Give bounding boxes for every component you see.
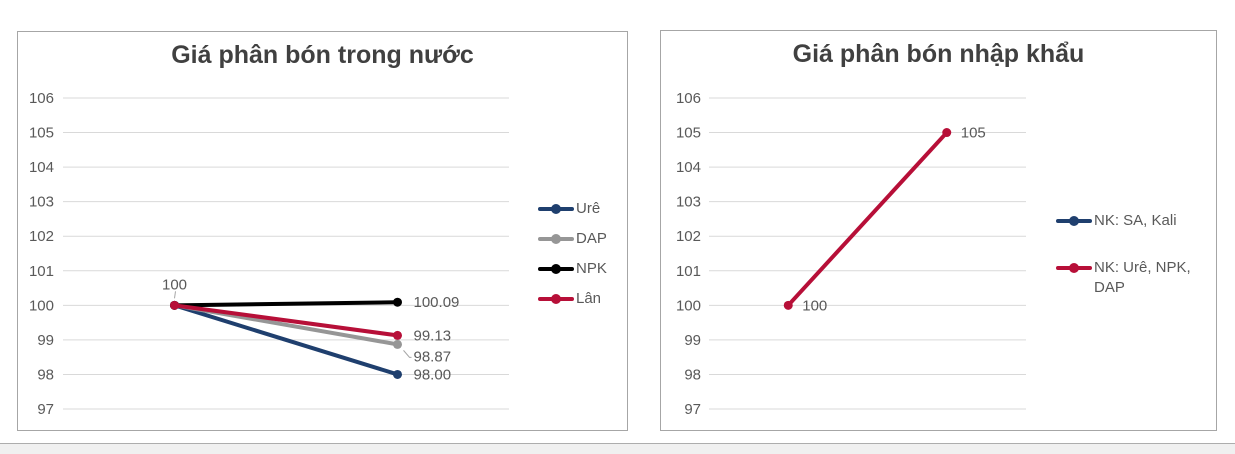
y-tick-label: 103	[676, 194, 701, 211]
y-tick-label: 97	[37, 401, 54, 418]
data-label: 100	[802, 297, 827, 314]
legend-label: Urê	[576, 200, 601, 217]
leader-line	[174, 291, 176, 299]
data-point	[942, 128, 952, 138]
series-marker-icon	[538, 204, 574, 214]
y-tick-label: 100	[29, 297, 54, 314]
legend-item: Urê	[538, 199, 607, 219]
data-point	[393, 369, 402, 379]
data-label: 100.09	[414, 294, 460, 311]
y-tick-label: 105	[29, 125, 54, 142]
data-point	[393, 330, 402, 340]
y-tick-label: 101	[29, 263, 54, 280]
y-tick-label: 98	[684, 366, 701, 383]
legend-label: Lân	[576, 290, 602, 307]
data-label: 100	[162, 276, 187, 293]
y-tick-label: 103	[29, 194, 54, 211]
series-point-icon	[551, 234, 561, 244]
y-tick-label: 99	[684, 332, 701, 349]
legend-label: NK: SA, Kali	[1094, 212, 1177, 229]
y-tick-label: 104	[676, 159, 701, 176]
y-tick-label: 105	[676, 125, 701, 142]
import-price-chart: Giá phân bón nhập khẩu 106 105 104 103 102 10…	[660, 30, 1217, 431]
series-line	[172, 303, 400, 377]
y-tick-label: 97	[684, 401, 701, 418]
series-marker-icon	[538, 264, 574, 274]
legend: Urê DAP NPK Lân	[538, 199, 607, 309]
legend-label: NK: Urê, NPK, DAP	[1094, 259, 1191, 296]
legend-label: DAP	[576, 230, 607, 247]
y-tick-label: 100	[676, 297, 701, 314]
series-point-icon	[551, 294, 561, 304]
data-label: 98.00	[414, 366, 452, 383]
series-marker-icon	[1056, 216, 1092, 226]
series-line	[786, 130, 949, 308]
data-point	[170, 300, 179, 310]
series-point-icon	[551, 264, 561, 274]
chart-title: Giá phân bón nhập khẩu	[792, 40, 1085, 68]
series-marker-icon	[1056, 263, 1092, 273]
legend-item: NK: SA, Kali	[1056, 211, 1200, 231]
y-tick-label: 98	[37, 366, 54, 383]
y-tick-label: 106	[29, 90, 54, 107]
legend-item: NK: Urê, NPK, DAP	[1056, 258, 1200, 298]
chart-title: Giá phân bón trong nước	[171, 41, 474, 69]
data-label: 99.13	[414, 327, 452, 344]
y-tick-label: 102	[29, 228, 54, 245]
y-tick-label: 99	[37, 332, 54, 349]
data-label: 105	[961, 125, 986, 142]
data-point	[393, 339, 402, 349]
data-label: 98.87	[414, 348, 452, 365]
plot-area: 106 105 104 103 102 101 100 99 98 97 100 105	[676, 90, 1026, 418]
legend-item: NPK	[538, 259, 607, 279]
series-line	[172, 303, 400, 338]
legend-label: NPK	[576, 260, 607, 277]
y-tick-label: 104	[29, 159, 54, 176]
plot-area: 106 105 104 103 102 101 100 99 98 97 100 98.0098.87…	[29, 90, 509, 418]
legend: NK: SA, Kali NK: Urê, NPK, DAP	[1056, 211, 1200, 298]
legend-item: DAP	[538, 229, 607, 249]
y-tick-label: 102	[676, 228, 701, 245]
y-tick-label: 106	[676, 90, 701, 107]
domestic-price-chart: Giá phân bón trong nước 106 105 104 103 102 1…	[17, 31, 628, 431]
legend-item: Lân	[538, 289, 607, 309]
series-marker-icon	[538, 294, 574, 304]
data-point	[393, 297, 402, 307]
data-point	[783, 300, 793, 310]
series-marker-icon	[538, 234, 574, 244]
leader-line	[403, 350, 412, 358]
series-point-icon	[1069, 263, 1079, 273]
series-line	[172, 300, 400, 308]
y-tick-label: 101	[676, 263, 701, 280]
series-point-icon	[1069, 216, 1079, 226]
document-divider	[0, 443, 1235, 454]
series-point-icon	[551, 204, 561, 214]
